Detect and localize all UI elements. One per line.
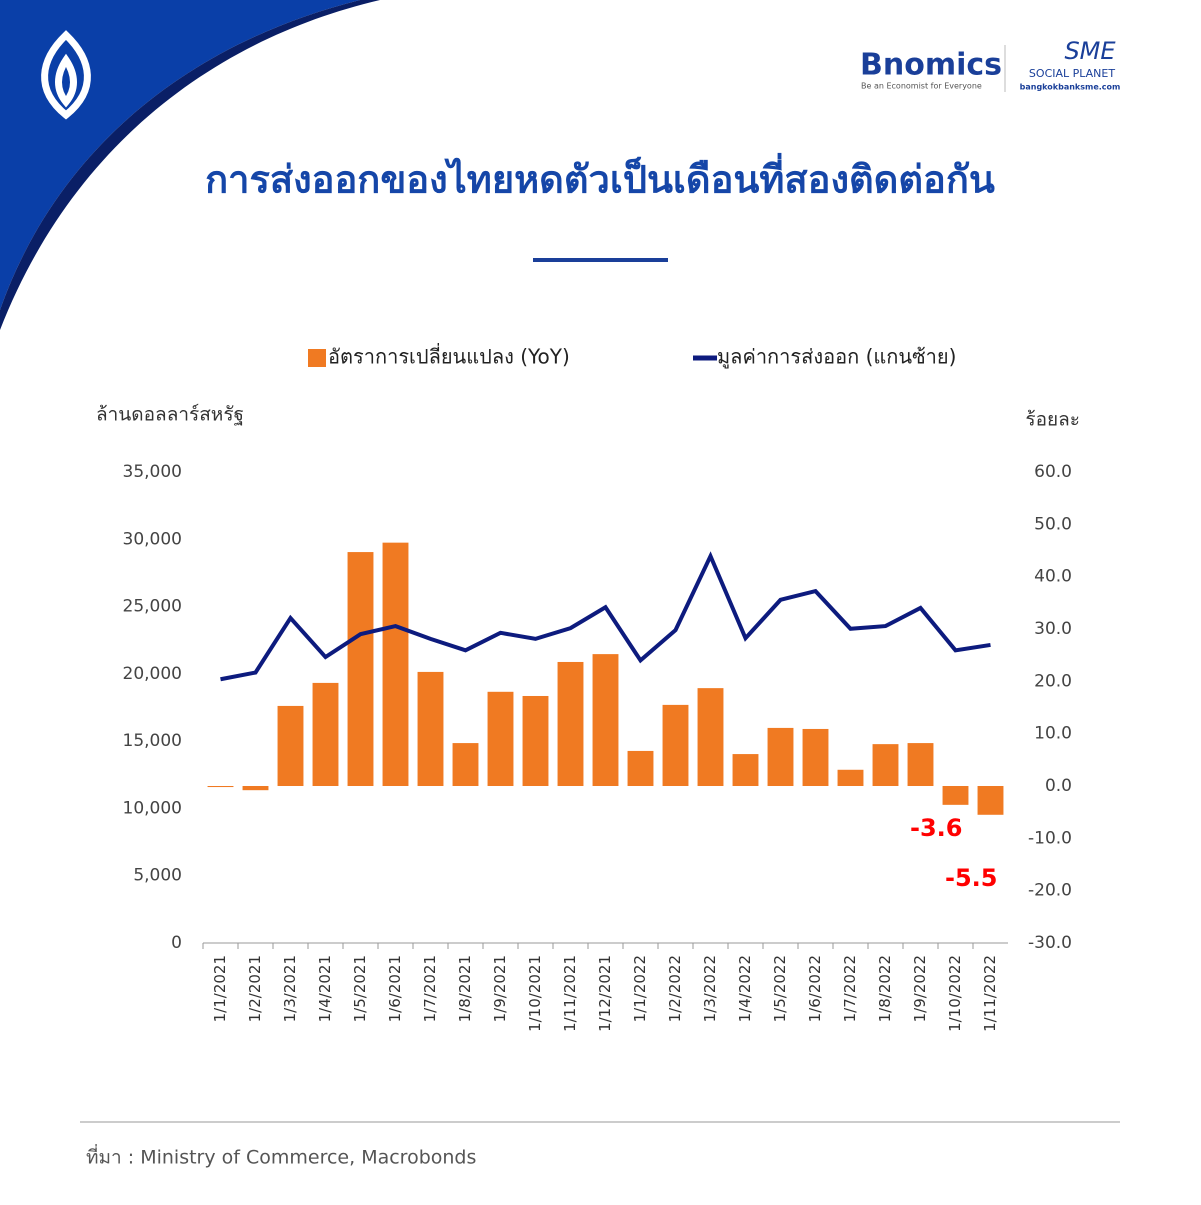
y2-tick-label: 50.0 xyxy=(1034,514,1072,534)
x-tick-label: 1/1/2021 xyxy=(211,955,229,1022)
bar xyxy=(872,744,899,786)
x-tick-label: 1/3/2022 xyxy=(701,955,719,1022)
x-tick-label: 1/5/2022 xyxy=(771,955,789,1022)
legend-swatch xyxy=(308,349,326,367)
x-tick-label: 1/6/2021 xyxy=(386,955,404,1022)
x-tick-label: 1/8/2022 xyxy=(876,955,894,1022)
bar xyxy=(312,682,339,786)
legend-label: อัตราการเปลี่ยนแปลง (YoY) xyxy=(328,343,570,369)
y-tick-label: 0 xyxy=(171,933,182,953)
bar xyxy=(487,691,514,786)
bar xyxy=(452,743,479,786)
x-tick-label: 1/12/2021 xyxy=(596,955,614,1032)
y-tick-label: 35,000 xyxy=(123,462,182,482)
bar xyxy=(382,542,409,786)
x-tick-label: 1/10/2022 xyxy=(946,955,964,1032)
y-tick-label: 25,000 xyxy=(123,597,182,617)
bar xyxy=(417,671,444,786)
x-tick-label: 1/10/2021 xyxy=(526,955,544,1032)
y2-tick-label: -30.0 xyxy=(1028,933,1072,953)
bar xyxy=(522,695,549,786)
logo-icon xyxy=(41,30,91,120)
x-tick-label: 1/5/2021 xyxy=(351,955,369,1022)
y-tick-label: 15,000 xyxy=(123,731,182,751)
x-tick-label: 1/3/2021 xyxy=(281,955,299,1022)
y2-tick-label: 60.0 xyxy=(1034,462,1072,482)
bar xyxy=(557,661,584,786)
bar xyxy=(242,786,269,791)
bar xyxy=(347,552,374,786)
y2-tick-label: -20.0 xyxy=(1028,881,1072,901)
bar xyxy=(767,727,794,786)
y2-axis-label: ร้อยละ xyxy=(1025,409,1080,431)
x-tick-label: 1/11/2021 xyxy=(561,955,579,1032)
y2-tick-label: 20.0 xyxy=(1034,671,1072,691)
x-tick-label: 1/9/2022 xyxy=(911,955,929,1022)
bar xyxy=(662,704,689,786)
brand: Bnomics xyxy=(860,48,1002,83)
x-tick-label: 1/4/2021 xyxy=(316,955,334,1022)
data-label: -3.6 xyxy=(910,814,962,842)
data-label: -5.5 xyxy=(945,864,997,892)
x-tick-label: 1/2/2021 xyxy=(246,955,264,1022)
bar xyxy=(802,728,829,786)
bar xyxy=(977,786,1004,815)
bar xyxy=(627,750,654,786)
x-tick-label: 1/6/2022 xyxy=(806,955,824,1022)
y-tick-label: 10,000 xyxy=(123,798,182,818)
x-tick-label: 1/11/2022 xyxy=(981,955,999,1032)
y-axis-label: ล้านดอลลาร์สหรัฐ xyxy=(96,404,244,426)
y-tick-label: 20,000 xyxy=(123,664,182,684)
bar xyxy=(837,769,864,786)
y2-tick-label: 10.0 xyxy=(1034,724,1072,744)
line xyxy=(220,551,991,682)
x-tick-label: 1/7/2022 xyxy=(841,955,859,1022)
bar xyxy=(942,786,969,805)
title-underline xyxy=(533,258,668,262)
partner-sub: SOCIAL PLANET xyxy=(1029,67,1115,80)
bar xyxy=(697,688,724,786)
x-tick-label: 1/7/2021 xyxy=(421,955,439,1022)
bar xyxy=(732,754,759,786)
x-tick-label: 1/4/2022 xyxy=(736,955,754,1022)
x-tick-label: 1/1/2022 xyxy=(631,955,649,1022)
x-tick-label: 1/2/2022 xyxy=(666,955,684,1022)
y2-tick-label: 0.0 xyxy=(1045,776,1072,796)
y-tick-label: 5,000 xyxy=(133,866,182,886)
tagline: Be an Economist for Everyone xyxy=(861,82,982,91)
bar xyxy=(277,705,304,786)
x-tick-label: 1/9/2021 xyxy=(491,955,509,1022)
partner: SME xyxy=(1064,37,1116,65)
bar xyxy=(592,654,619,786)
source: ที่มา : Ministry of Commerce, Macrobonds xyxy=(86,1144,476,1169)
x-tick-label: 1/8/2021 xyxy=(456,955,474,1022)
chart-title: การส่งออกของไทยหดตัวเป็นเดือนที่สองติดต่… xyxy=(205,153,995,202)
bar xyxy=(207,786,234,788)
bar xyxy=(907,743,934,786)
y2-tick-label: 30.0 xyxy=(1034,619,1072,639)
partner-url: bangkokbanksme.com xyxy=(1020,83,1121,92)
y-tick-label: 30,000 xyxy=(123,529,182,549)
y2-tick-label: 40.0 xyxy=(1034,567,1072,587)
y2-tick-label: -10.0 xyxy=(1028,828,1072,848)
legend-label: มูลค่าการส่งออก (แกนซ้าย) xyxy=(717,345,956,370)
